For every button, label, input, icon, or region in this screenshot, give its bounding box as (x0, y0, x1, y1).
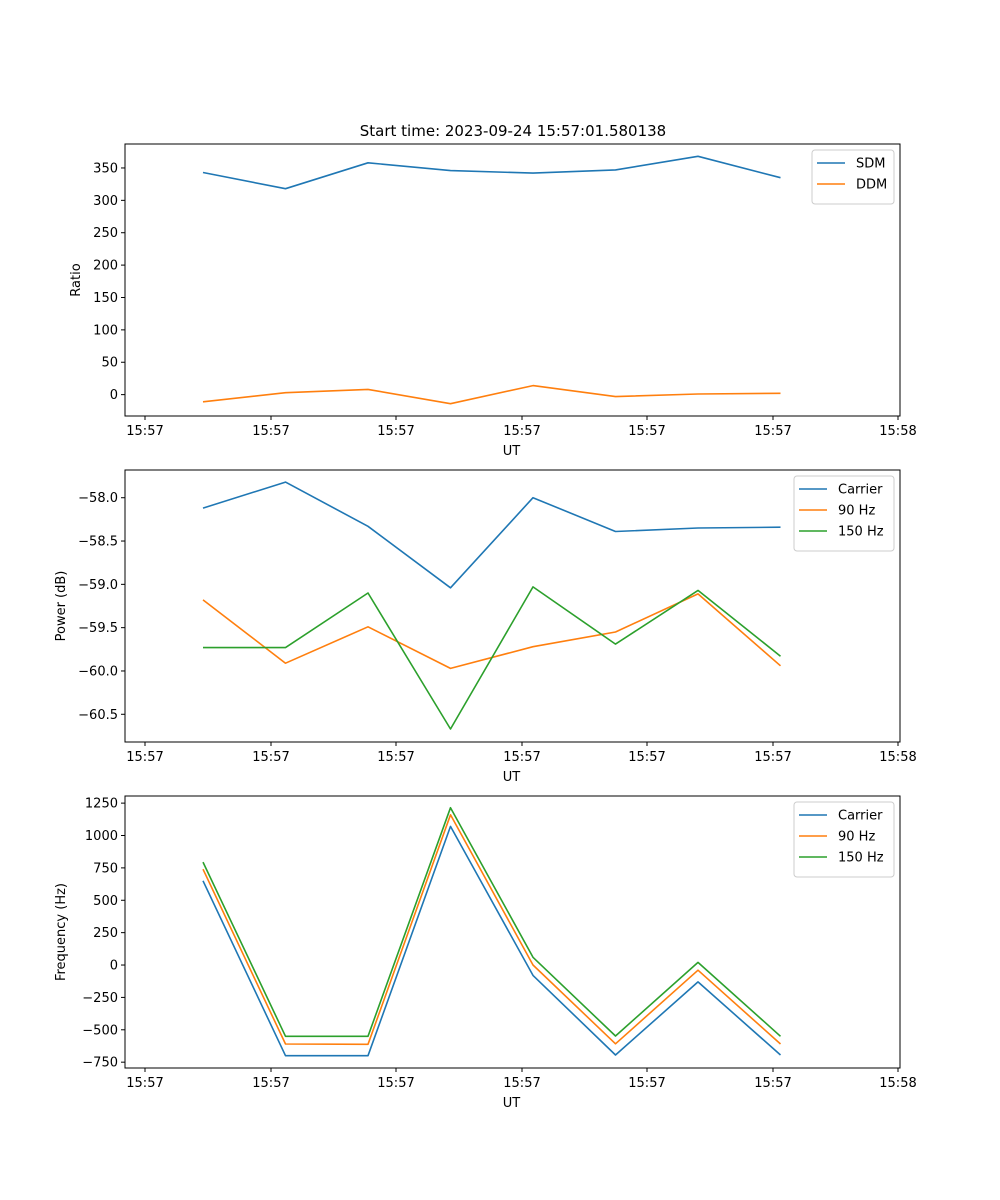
y-tick-label: −60.0 (78, 664, 118, 679)
chart-panel-1: 0 50 100 150 200 250 300 350 15:57 15:57 15:57 15:5… (69, 143, 917, 459)
x-axis-label: UT (503, 1096, 521, 1111)
x-tick-label: 15:57 (754, 1076, 791, 1091)
axes-frame (124, 795, 901, 1069)
series-line-carrier (202, 825, 782, 1057)
legend-box (793, 801, 895, 878)
x-tick-label: 15:57 (503, 1076, 540, 1091)
x-tick-label: 15:57 (252, 424, 289, 439)
series-line-150-hz (202, 806, 782, 1038)
y-tick-label: 200 (93, 259, 118, 274)
series-line-carrier (202, 481, 781, 589)
y-tick-label: −500 (82, 1023, 118, 1038)
x-tick-label: 15:57 (126, 424, 163, 439)
axes-frame (124, 469, 901, 743)
series-line-sdm (202, 155, 781, 190)
legend-label: 90 Hz (838, 504, 875, 519)
y-axis-label: Frequency (Hz) (54, 883, 69, 981)
x-axis-label: UT (503, 770, 521, 785)
x-tick-label: 15:58 (879, 750, 916, 765)
x-tick-label: 15:57 (628, 750, 665, 765)
x-axis-label: UT (503, 444, 521, 459)
axes-frame (124, 143, 901, 417)
x-tick-label: 15:57 (754, 424, 791, 439)
x-tick-label: 15:58 (879, 1076, 916, 1091)
y-tick-label: −58.0 (78, 491, 118, 506)
y-tick-label: 50 (101, 356, 118, 371)
y-axis-label: Ratio (69, 263, 84, 296)
x-tick-label: 15:57 (377, 1076, 414, 1091)
chart-panel-2: −60.5 −60.0 −59.5 −59.0 −58.5 −58.0 15:57 15:57… (54, 469, 917, 785)
y-tick-label: 750 (93, 861, 118, 876)
x-tick-label: 15:57 (628, 1076, 665, 1091)
y-tick-label: 500 (93, 894, 118, 909)
legend-label: 150 Hz (838, 851, 884, 866)
y-tick-label: −60.5 (78, 708, 118, 723)
x-tick-label: 15:57 (377, 750, 414, 765)
y-tick-label: −58.5 (78, 535, 118, 550)
figure-title: Start time: 2023-09-24 15:57:01.580138 (360, 122, 666, 140)
y-tick-label: 250 (93, 226, 118, 241)
legend-label: 150 Hz (838, 525, 884, 540)
x-tick-label: 15:58 (879, 424, 916, 439)
y-tick-label: 0 (110, 388, 118, 403)
y-tick-label: −59.5 (78, 621, 118, 636)
y-tick-label: 0 (110, 959, 118, 974)
legend-label: Carrier (838, 809, 883, 824)
y-tick-label: 150 (93, 291, 118, 306)
legend: Carrier 90 Hz 150 Hz (793, 475, 895, 552)
y-tick-label: 1000 (85, 829, 118, 844)
y-tick-label: 100 (93, 323, 118, 338)
series-line-150-hz (203, 586, 781, 730)
x-tick-label: 15:57 (503, 424, 540, 439)
y-tick-label: −59.0 (78, 578, 118, 593)
y-axis-label: Power (dB) (54, 571, 69, 642)
y-tick-label: 250 (93, 926, 118, 941)
legend-box (793, 475, 895, 552)
x-tick-label: 15:57 (126, 1076, 163, 1091)
y-tick-label: −750 (82, 1056, 118, 1071)
series-line-90-hz (202, 813, 782, 1046)
legend-label: Carrier (838, 483, 883, 498)
legend-label: DDM (856, 178, 887, 193)
chart-panel-3: −750 −500 −250 0 250 500 750 1000 1250 15:57 15:57… (54, 795, 917, 1111)
x-tick-label: 15:57 (126, 750, 163, 765)
y-tick-label: 300 (93, 194, 118, 209)
x-tick-label: 15:57 (503, 750, 540, 765)
x-tick-label: 15:57 (628, 424, 665, 439)
y-tick-label: 350 (93, 161, 118, 176)
y-tick-label: 1250 (85, 797, 118, 812)
legend-label: 90 Hz (838, 830, 875, 845)
y-tick-label: −250 (82, 991, 118, 1006)
x-tick-label: 15:57 (252, 1076, 289, 1091)
legend: Carrier 90 Hz 150 Hz (793, 801, 895, 878)
legend: SDM DDM (811, 149, 895, 205)
x-tick-label: 15:57 (252, 750, 289, 765)
x-tick-label: 15:57 (377, 424, 414, 439)
legend-label: SDM (856, 157, 885, 172)
x-tick-label: 15:57 (754, 750, 791, 765)
series-line-ddm (202, 384, 781, 405)
